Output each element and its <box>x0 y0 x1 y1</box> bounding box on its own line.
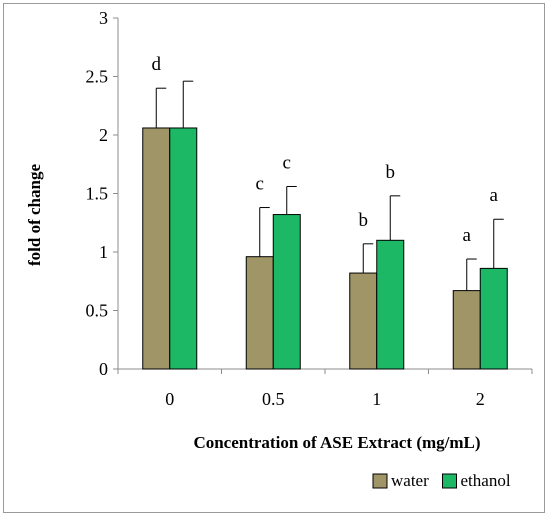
y-tick-label: 0.5 <box>86 301 109 321</box>
significance-label: c <box>283 152 291 173</box>
y-tick-label: 0 <box>99 359 108 379</box>
significance-label: b <box>359 210 369 231</box>
bar-water <box>245 256 274 370</box>
bar-ethanol <box>169 127 198 370</box>
y-tick-label: 2.5 <box>86 67 109 87</box>
significance-label: a <box>490 185 499 206</box>
bar-ethanol <box>272 214 301 370</box>
bar-water <box>452 290 481 370</box>
y-tick-label: 3 <box>99 8 108 28</box>
legend-swatch-ethanol <box>442 473 457 489</box>
x-tick-label: 0 <box>165 389 174 409</box>
labels: 0 0.5 1 1.5 2 2.5 3 0 0.5 1 2 d c b a c b a <box>86 8 499 409</box>
significance-label: b <box>386 162 396 183</box>
y-tick-label: 1.5 <box>86 184 109 204</box>
bar-ethanol <box>479 267 508 370</box>
legend-label-ethanol: ethanol <box>461 471 511 490</box>
significance-label: a <box>463 225 472 246</box>
x-axis-title: Concentration of ASE Extract (mg/mL) <box>193 433 480 452</box>
bar-water <box>349 272 378 370</box>
y-tick-label: 2 <box>99 125 108 145</box>
bar-water <box>142 127 171 370</box>
x-tick-label: 1 <box>372 389 381 409</box>
legend: water ethanol <box>372 471 511 490</box>
x-tick-label: 0.5 <box>262 389 285 409</box>
bar-ethanol <box>376 239 405 370</box>
y-axis-title: fold of change <box>25 164 44 266</box>
bars <box>142 80 508 370</box>
legend-swatch-water <box>372 473 388 489</box>
significance-label: d <box>152 54 162 75</box>
x-tick-label: 2 <box>476 389 485 409</box>
y-tick-label: 1 <box>99 242 108 262</box>
legend-label-water: water <box>391 471 429 490</box>
significance-label: c <box>256 174 264 195</box>
